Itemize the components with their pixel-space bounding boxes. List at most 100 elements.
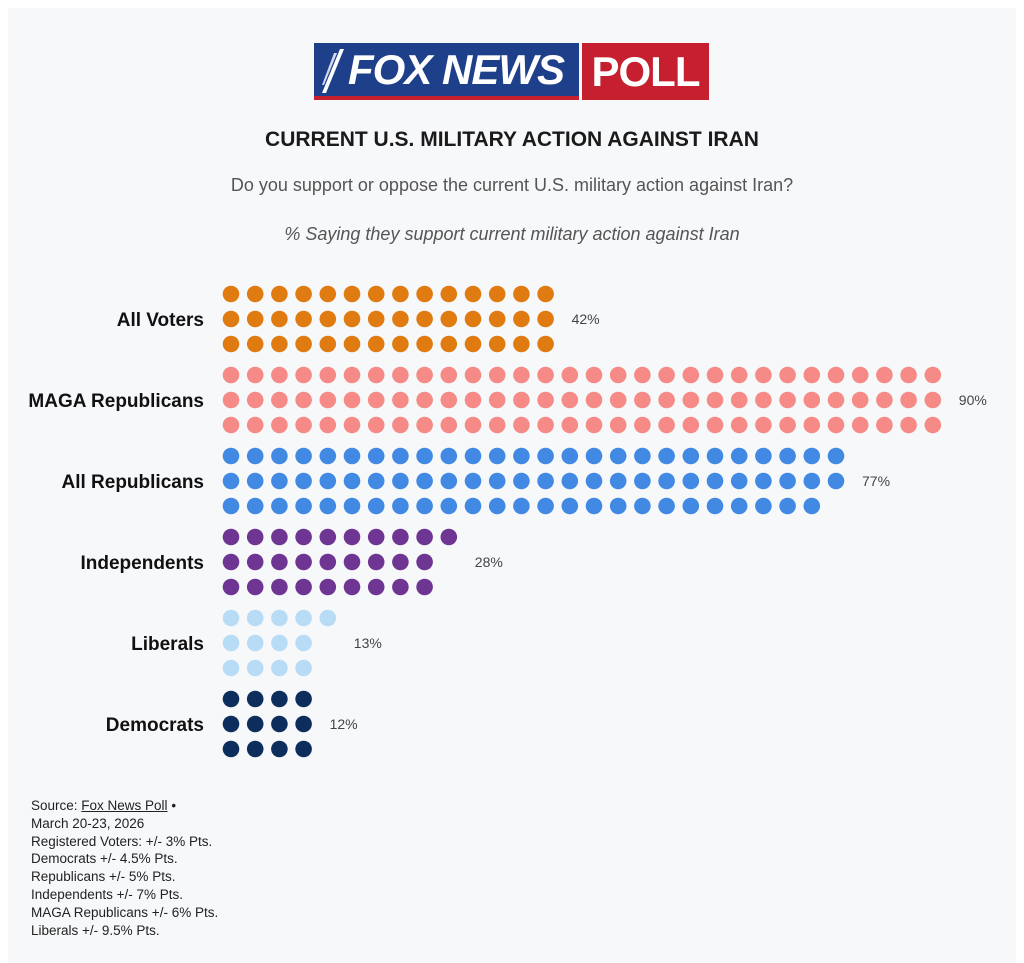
dot (416, 416, 433, 434)
dot (924, 366, 942, 384)
dot (803, 366, 821, 384)
dot (755, 472, 772, 490)
dot (730, 497, 748, 515)
margin-registered-voters: Registered Voters: +/- 3% Pts. (31, 833, 213, 849)
dot (392, 528, 409, 546)
dot (779, 497, 796, 515)
dot (392, 366, 409, 384)
dot (513, 285, 530, 303)
fox-news-poll-logo: FOX NEWS POLL (314, 43, 709, 100)
dot (634, 366, 651, 384)
dot (851, 416, 869, 434)
dot (755, 447, 772, 465)
dot (513, 335, 530, 353)
dot (367, 391, 385, 409)
dot (222, 553, 240, 571)
dot (900, 366, 917, 384)
dot (319, 285, 337, 303)
dot (585, 416, 603, 434)
dot (561, 416, 579, 434)
dot (222, 416, 240, 434)
dot (730, 391, 748, 409)
dot (367, 578, 385, 596)
dot (392, 578, 409, 596)
value-label: 12% (330, 716, 358, 732)
dot (464, 310, 482, 328)
category-label: Liberals (131, 634, 204, 655)
dot (561, 391, 579, 409)
dot (246, 659, 264, 677)
dot (416, 310, 433, 328)
dot (271, 578, 288, 596)
value-label: 42% (572, 311, 600, 327)
dot (706, 447, 724, 465)
dot (271, 715, 288, 733)
dot (609, 447, 627, 465)
dot (464, 472, 482, 490)
dot (246, 366, 264, 384)
dot (222, 472, 240, 490)
dot (295, 634, 312, 652)
dot (295, 553, 312, 571)
dot (440, 310, 458, 328)
dot (319, 391, 337, 409)
value-label: 90% (959, 392, 987, 408)
dot (246, 609, 264, 627)
dot (488, 416, 506, 434)
dot (561, 447, 579, 465)
dot (706, 416, 724, 434)
dot (271, 472, 288, 490)
dot (246, 416, 264, 434)
margin-liberals: Liberals +/- 9.5% Pts. (31, 922, 160, 938)
dot (634, 472, 651, 490)
dot (803, 472, 821, 490)
dot (392, 447, 409, 465)
dot (222, 578, 240, 596)
dot (755, 497, 772, 515)
dot (464, 391, 482, 409)
dot (924, 391, 942, 409)
dot (779, 391, 796, 409)
category-label: MAGA Republicans (28, 391, 204, 412)
dot (295, 659, 312, 677)
dot (658, 391, 675, 409)
dot (319, 528, 337, 546)
dot (319, 310, 337, 328)
dot (464, 447, 482, 465)
dot (585, 366, 603, 384)
dot (246, 690, 264, 708)
dot (827, 472, 845, 490)
dot (343, 335, 361, 353)
dot (682, 497, 700, 515)
dot (222, 690, 240, 708)
dot (271, 528, 288, 546)
margin-republicans: Republicans +/- 5% Pts. (31, 869, 176, 885)
dot (730, 416, 748, 434)
dot (392, 335, 409, 353)
dot (537, 497, 554, 515)
dot (440, 472, 458, 490)
dot (295, 740, 312, 758)
dot (392, 472, 409, 490)
dot (682, 447, 700, 465)
dot (851, 366, 869, 384)
dot (513, 366, 530, 384)
dot (392, 391, 409, 409)
dot (682, 472, 700, 490)
dot (246, 553, 264, 571)
source-link[interactable]: Fox News Poll (81, 798, 168, 813)
dot (658, 447, 675, 465)
dot (537, 335, 554, 353)
dot (440, 528, 458, 546)
dot (246, 740, 264, 758)
dot (343, 528, 361, 546)
poll-badge: POLL (582, 43, 709, 100)
dot (488, 335, 506, 353)
dot (222, 634, 240, 652)
dot (246, 335, 264, 353)
dot (416, 497, 433, 515)
dot (537, 447, 554, 465)
chart-note: % Saying they support current military a… (284, 224, 740, 244)
value-label: 77% (862, 473, 890, 489)
dot (658, 472, 675, 490)
